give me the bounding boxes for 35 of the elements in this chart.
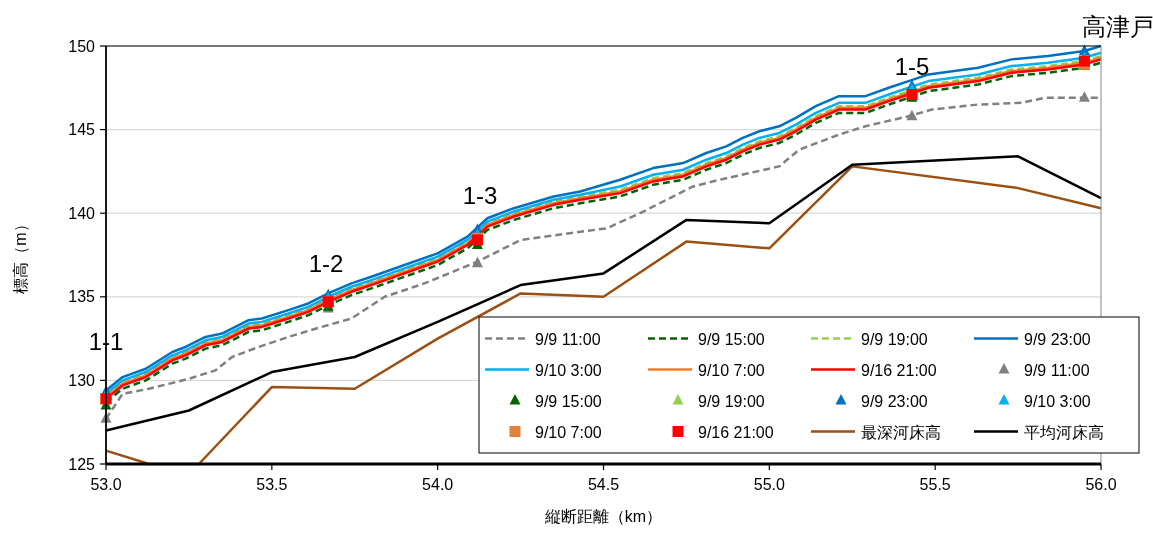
x-tick-label: 56.0 [1085, 476, 1117, 493]
legend-label: 9/10 3:00 [1024, 392, 1091, 410]
x-tick-label: 54.5 [587, 476, 620, 493]
annotation: 1-5 [894, 53, 930, 80]
legend-label: 平均河床高 [1024, 423, 1104, 441]
legend-label: 9/9 11:00 [1024, 361, 1090, 379]
legend-label: 9/10 3:00 [535, 361, 602, 379]
legend-label: 9/9 11:00 [535, 330, 601, 348]
x-tick-label: 53.0 [90, 476, 122, 493]
legend-label: 9/9 15:00 [535, 392, 602, 410]
legend-label: 9/9 19:00 [861, 330, 928, 348]
text: 高津戸 [1082, 13, 1153, 40]
legend-label: 9/16 21:00 [698, 423, 774, 441]
annotation: 1-3 [462, 182, 498, 209]
legend-label: 9/9 19:00 [698, 392, 765, 410]
legend-label: 9/16 21:00 [861, 361, 937, 379]
y-tick-label: 140 [68, 204, 96, 222]
y-tick-label: 130 [68, 371, 96, 389]
x-tick-label: 54.0 [422, 476, 454, 493]
legend-label: 9/10 7:00 [698, 361, 765, 379]
legend-label: 9/9 15:00 [698, 330, 765, 348]
legend-label: 9/10 7:00 [535, 423, 602, 441]
x-tick-label: 53.5 [256, 476, 288, 493]
legend-label: 9/9 23:00 [1024, 330, 1091, 348]
x-axis-title: 縦断距離（km） [543, 508, 663, 525]
y-axis-title: 標高（m） [12, 216, 29, 294]
y-tick-label: 135 [68, 288, 96, 306]
y-tick-label: 150 [68, 37, 96, 55]
y-tick-label: 145 [68, 121, 96, 139]
annotation: 1-2 [308, 250, 344, 277]
y-tick-label: 125 [68, 455, 96, 473]
x-tick-label: 55.0 [753, 476, 786, 493]
legend-label: 最深河床高 [861, 423, 941, 441]
x-tick-label: 55.5 [919, 476, 951, 493]
legend-label: 9/9 23:00 [861, 392, 928, 410]
